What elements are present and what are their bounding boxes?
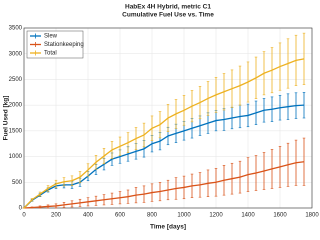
- y-tick-label: 1000: [9, 154, 23, 160]
- x-tick-label: 200: [51, 213, 62, 219]
- x-tick-label: 1400: [241, 213, 255, 219]
- series-line: [23, 104, 305, 209]
- plot-frame: [23, 27, 313, 209]
- legend-label: Total: [44, 51, 57, 57]
- x-tick-label: 1800: [305, 213, 319, 219]
- chart-subtitle: Cumulative Fuel Use vs. Time: [122, 12, 214, 19]
- series-line: [23, 161, 305, 209]
- x-tick-label: 400: [83, 213, 94, 219]
- x-tick-label: 1200: [209, 213, 223, 219]
- y-axis-label: Fuel Used [kg]: [3, 96, 10, 141]
- y-tick-label: 2500: [9, 77, 23, 83]
- y-tick-label: 500: [12, 180, 23, 186]
- y-tick-label: 3000: [9, 51, 23, 57]
- x-tick-label: 1000: [177, 213, 191, 219]
- legend-label: Stationkeeping: [44, 42, 84, 48]
- y-tick-label: 2000: [9, 103, 23, 109]
- x-tick-label: 600: [115, 213, 126, 219]
- y-tick-label: 3500: [9, 26, 23, 32]
- chart-title: HabEx 4H Hybrid, metric C1: [125, 4, 211, 11]
- y-tick-label: 1500: [9, 128, 23, 134]
- y-tick-label: 0: [19, 206, 23, 212]
- series-line: [23, 58, 305, 209]
- legend-label: Slew: [44, 34, 58, 40]
- x-tick-label: 0: [22, 213, 26, 219]
- x-axis-label: Time [days]: [150, 224, 186, 231]
- x-tick-label: 800: [147, 213, 158, 219]
- x-tick-label: 1600: [273, 213, 287, 219]
